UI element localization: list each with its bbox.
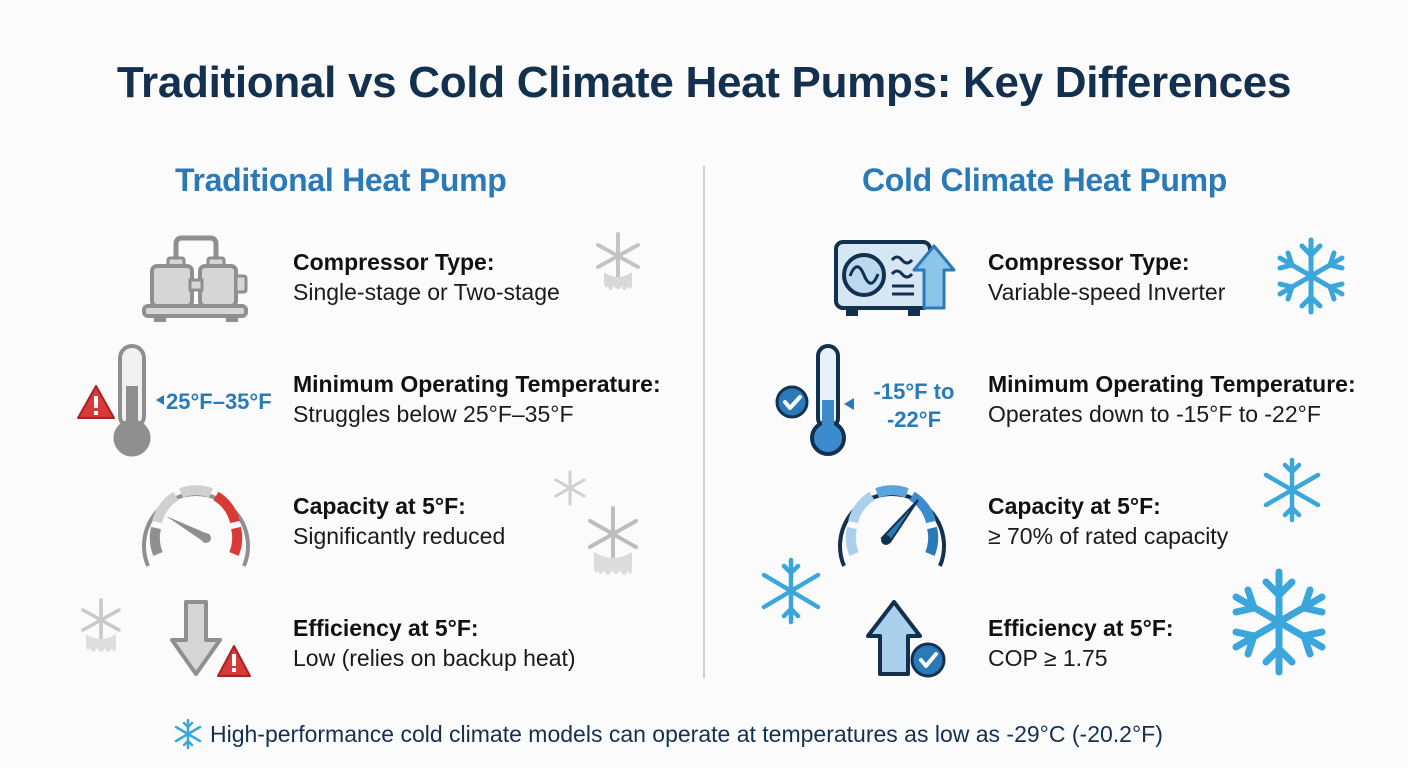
footer-note: High-performance cold climate models can… — [172, 718, 1163, 750]
cold-climate-heading: Cold Climate Heat Pump — [862, 162, 1228, 198]
inverter-unit-icon — [834, 240, 956, 316]
cold-min-temp-feature: Minimum Operating Temperature: Operates … — [988, 371, 1356, 427]
arrow-up-check-icon — [866, 600, 946, 678]
snowflake-icon — [761, 557, 821, 625]
snowflake-icon — [1232, 568, 1326, 676]
cold-capacity-feature: Capacity at 5°F: ≥ 70% of rated capacity — [988, 493, 1229, 549]
traditional-compressor-feature: Compressor Type: Single-stage or Two-sta… — [293, 249, 560, 305]
frozen-snowflake-icon — [588, 506, 638, 575]
page-title: Traditional vs Cold Climate Heat Pumps: … — [116, 58, 1292, 107]
dual-compressor-icon — [142, 235, 248, 322]
cold-efficiency-feature: Efficiency at 5°F: COP ≥ 1.75 — [988, 615, 1174, 671]
traditional-capacity-feature: Capacity at 5°F: Significantly reduced — [293, 493, 506, 549]
snowflake-icon — [1263, 457, 1321, 523]
cold-compressor-feature: Compressor Type: Variable-speed Inverter — [988, 249, 1226, 305]
thermometer-check-icon — [775, 344, 854, 456]
footer-text: High-performance cold climate models can… — [210, 720, 1163, 747]
traditional-min-temp-feature: Minimum Operating Temperature: Struggles… — [293, 371, 661, 427]
traditional-heading: Traditional Heat Pump — [175, 162, 507, 198]
arrow-down-warning-icon — [170, 600, 251, 677]
traditional-temp-range-label: 25°F–35°F — [166, 389, 272, 414]
column-divider — [703, 166, 705, 678]
traditional-efficiency-feature: Efficiency at 5°F: Low (relies on backup… — [293, 615, 576, 671]
cold-temp-range-label: -15°F to -22°F — [873, 379, 955, 432]
gauge-high-icon — [838, 485, 946, 567]
snowflake-icon — [174, 718, 202, 750]
gauge-low-icon — [142, 485, 250, 567]
thermometer-low-warning-icon — [77, 344, 164, 457]
snowflake-icon — [1277, 237, 1345, 315]
snowflake-icon — [554, 470, 586, 506]
frozen-snowflake-icon — [596, 232, 640, 290]
frozen-snowflake-icon — [81, 598, 121, 652]
